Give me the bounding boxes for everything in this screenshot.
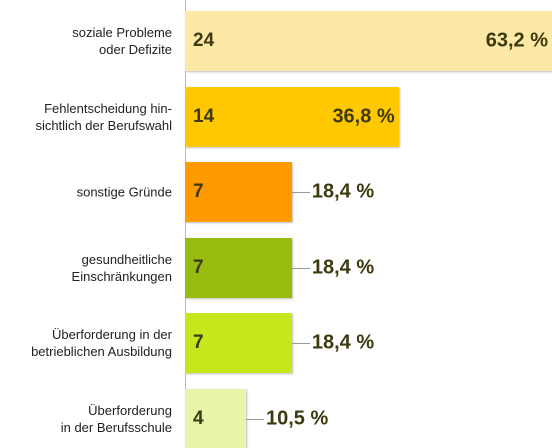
bar xyxy=(185,313,292,373)
category-label: sonstige Gründe xyxy=(76,184,172,200)
bar xyxy=(185,237,292,298)
value-label: 18,4 % xyxy=(311,180,375,203)
leader-line xyxy=(291,343,310,344)
bar xyxy=(185,388,246,448)
value-label: 63,2 % xyxy=(485,29,548,52)
category-label: gesundheitliche Einschränkungen xyxy=(71,251,172,284)
value-label: 36,8 % xyxy=(332,105,395,127)
axis-line xyxy=(185,0,186,448)
count-label: 14 xyxy=(193,105,215,127)
category-label: Überforderung in der Berufsschule xyxy=(60,402,172,435)
count-label: 24 xyxy=(193,30,215,51)
count-label: 4 xyxy=(193,407,204,429)
category-label: Fehlentscheidung hin- sichtlich der Beru… xyxy=(35,100,172,133)
count-label: 7 xyxy=(193,181,204,202)
count-label: 7 xyxy=(193,256,204,278)
count-label: 7 xyxy=(193,332,204,353)
leader-line xyxy=(245,418,264,420)
leader-line xyxy=(291,192,310,193)
category-label: Überforderung in der betrieblichen Ausbi… xyxy=(31,327,172,359)
value-label: 10,5 % xyxy=(265,407,329,429)
category-label: soziale Probleme oder Defizite xyxy=(72,25,172,57)
bar xyxy=(185,86,399,147)
bar xyxy=(185,162,292,222)
bar xyxy=(185,11,552,71)
value-label: 18,4 % xyxy=(311,256,375,278)
value-label: 18,4 % xyxy=(311,331,375,354)
leader-line xyxy=(291,267,310,269)
